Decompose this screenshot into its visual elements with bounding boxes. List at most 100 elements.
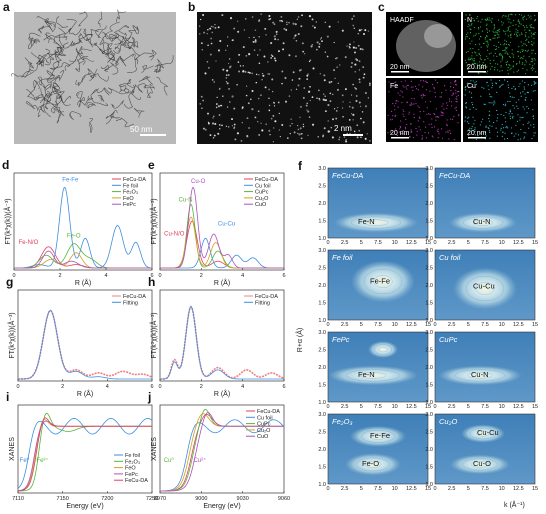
eds-dot: [401, 91, 403, 93]
wt-x-tick: 10: [499, 404, 505, 410]
eds-dot: [496, 109, 498, 112]
atom-dot: [297, 132, 299, 135]
atom-dot: [329, 92, 332, 95]
eds-dot: [420, 95, 422, 97]
atom-dot: [324, 21, 327, 24]
atom-dot: [251, 108, 254, 111]
legend-entry: Fe₂O₃: [125, 459, 140, 465]
atom-dot: [281, 82, 283, 85]
eds-dot: [518, 22, 521, 24]
eds-dot: [496, 69, 499, 71]
eds-dot: [523, 15, 526, 17]
eds-dot: [507, 35, 509, 37]
eds-dot: [471, 125, 473, 128]
wt-y-tick: 2.0: [425, 201, 433, 207]
eds-dot: [494, 34, 496, 36]
eds-dot: [528, 56, 530, 58]
eds-dot: [534, 32, 536, 34]
atom-dot: [352, 113, 355, 116]
eds-dot: [502, 49, 504, 52]
eds-dot: [500, 43, 502, 45]
atom-dot: [357, 44, 360, 47]
atom-dot: [360, 136, 362, 139]
tem-flake: [115, 117, 134, 128]
eds-dot: [475, 80, 477, 82]
eds-dot: [494, 69, 496, 71]
eds-dot: [475, 108, 477, 110]
eds-dot: [473, 62, 476, 64]
eds-dot: [476, 17, 478, 19]
eds-dot: [425, 126, 427, 128]
eds-dot: [487, 85, 489, 87]
eds-dot: [517, 50, 519, 53]
eds-dot: [524, 82, 526, 84]
eds-dot: [523, 136, 526, 138]
wt-x-tick: 12.5: [406, 322, 417, 328]
eds-dot: [455, 84, 457, 86]
eds-dot: [453, 115, 455, 118]
eds-dot: [493, 122, 495, 124]
tem-flake: [156, 76, 169, 96]
wt-x-tick: 7.5: [374, 486, 382, 492]
eds-dot: [418, 84, 420, 86]
eds-dot: [480, 95, 482, 97]
eds-dot: [444, 85, 446, 87]
eds-dot: [435, 116, 437, 118]
eds-dot: [424, 94, 426, 97]
eds-dot: [494, 52, 496, 54]
atom-dot: [352, 46, 355, 49]
atom-dot: [360, 117, 362, 120]
atom-dot: [237, 20, 239, 22]
eds-dot: [533, 42, 535, 44]
wavelet-peak-label: Cu-O: [473, 459, 491, 468]
eds-dot: [530, 26, 532, 28]
tem-flake: [33, 79, 40, 90]
eds-dot: [535, 82, 537, 84]
eds-dot: [476, 63, 478, 65]
eds-dot: [532, 115, 534, 118]
wt-y-tick: 3.0: [318, 166, 326, 172]
eds-dot: [447, 131, 449, 133]
atom-dot: [307, 110, 310, 113]
eds-dot: [525, 39, 527, 42]
eds-dot: [498, 34, 500, 36]
eds-dot: [465, 85, 467, 88]
eds-dot: [500, 21, 503, 23]
eds-dot: [465, 36, 467, 38]
tem-flake: [44, 53, 55, 66]
eds-dot: [471, 40, 473, 42]
eds-dot: [465, 51, 468, 53]
atom-dot: [271, 55, 274, 58]
atom-dot: [353, 41, 355, 43]
eds-dot: [470, 57, 472, 59]
peak-annotation: Cu-Cu: [218, 222, 235, 228]
eds-dot: [514, 14, 517, 16]
eds-dot: [488, 130, 491, 132]
tem-flake: [92, 87, 110, 96]
atom-dot: [355, 95, 358, 97]
wt-y-tick: 1.0: [425, 318, 433, 324]
eds-dot: [455, 89, 457, 91]
atom-dot: [254, 40, 257, 43]
legend-entry: CuO: [255, 202, 267, 208]
eds-dot: [447, 130, 449, 132]
eds-dot: [491, 82, 493, 84]
eds-dot: [493, 25, 495, 27]
atom-dot: [280, 15, 283, 18]
eds-dot: [497, 63, 499, 65]
eds-dot: [489, 137, 491, 139]
eds-dot: [523, 26, 526, 28]
eds-dot: [496, 131, 499, 133]
wt-x-tick: 0: [326, 240, 329, 246]
wavelet-contour: [328, 365, 418, 386]
atom-dot: [311, 123, 315, 126]
atom-dot: [356, 136, 359, 139]
eds-dot: [496, 120, 498, 122]
eds-dot: [472, 17, 474, 20]
eds-dot: [413, 116, 415, 119]
atom-dot: [312, 67, 315, 70]
y-axis-label-d: FT(k³χ(k))(Å⁻³): [3, 198, 12, 244]
wt-x-tick: 0: [326, 486, 329, 492]
